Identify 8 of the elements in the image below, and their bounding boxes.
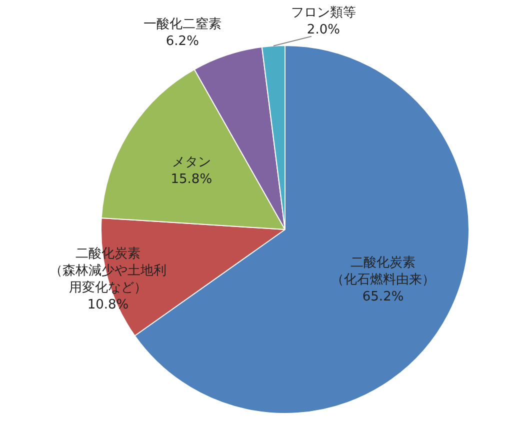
data-label: 65.2% <box>362 290 404 305</box>
data-label: 15.8% <box>170 172 212 187</box>
slice-label: フロン類等 <box>290 6 356 21</box>
slice-label: 二酸化炭素（化石燃料由来） <box>331 256 436 288</box>
slice-label: メタン <box>172 154 211 170</box>
data-label: 2.0% <box>306 22 340 38</box>
data-label: 6.2% <box>166 34 199 49</box>
slice-label: 一酸化二窒素 <box>143 16 222 32</box>
